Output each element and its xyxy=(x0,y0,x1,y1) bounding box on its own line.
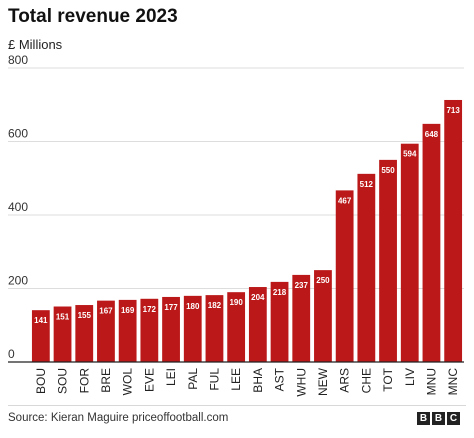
data-label: 550 xyxy=(381,166,395,175)
x-tick-label: MNU xyxy=(424,368,438,395)
data-label: 512 xyxy=(360,180,374,189)
data-label: 155 xyxy=(78,311,92,320)
chart-subtitle: £ Millions xyxy=(8,37,63,52)
x-tick-label: NEW xyxy=(316,367,330,396)
x-tick-label: LEE xyxy=(229,368,243,391)
x-tick-label: AST xyxy=(273,367,287,391)
x-tick-label: BHA xyxy=(251,368,265,393)
bar xyxy=(292,274,311,362)
data-label: 594 xyxy=(403,150,417,159)
logo-letter: B xyxy=(432,412,445,425)
bar xyxy=(270,281,289,362)
x-tick-label: BOU xyxy=(34,368,48,394)
logo-letter: B xyxy=(417,412,430,425)
bar xyxy=(357,173,376,362)
data-label: 467 xyxy=(338,196,352,205)
x-tick-label: LEI xyxy=(164,368,178,386)
x-tick-label: TOT xyxy=(381,367,395,391)
y-tick-label: 0 xyxy=(8,347,15,361)
y-tick-label: 800 xyxy=(8,53,28,67)
data-label: 190 xyxy=(229,298,243,307)
bar xyxy=(400,143,419,362)
x-tick-label: BRE xyxy=(99,368,113,393)
bar xyxy=(379,159,397,362)
x-tick-label: LIV xyxy=(403,368,417,386)
logo-letter: C xyxy=(447,412,460,425)
data-label: 151 xyxy=(56,313,70,322)
bar xyxy=(422,123,441,362)
bar xyxy=(205,295,224,362)
x-tick-label: EVE xyxy=(142,368,156,392)
bar xyxy=(227,292,246,362)
bar xyxy=(183,295,202,362)
bar xyxy=(314,270,332,362)
bbc-logo: B B C xyxy=(417,412,460,425)
bar xyxy=(31,310,50,362)
y-tick-label: 400 xyxy=(8,200,28,214)
x-tick-label: WOL xyxy=(121,368,135,396)
bars: 141 151 155 167 169 172 177 180 182 190 204 218 237 2… xyxy=(8,99,464,363)
bar xyxy=(162,296,180,362)
x-tick-label: MNC xyxy=(446,368,460,396)
data-label: 169 xyxy=(121,306,135,315)
data-label: 177 xyxy=(164,303,178,312)
data-label: 141 xyxy=(34,316,48,325)
bar xyxy=(53,306,72,362)
data-label: 172 xyxy=(143,305,157,314)
data-label: 713 xyxy=(446,106,460,115)
x-tick-label: FUL xyxy=(207,368,221,391)
data-label: 204 xyxy=(251,293,265,302)
data-label: 648 xyxy=(425,130,439,139)
bar xyxy=(140,298,159,362)
bar xyxy=(75,305,94,362)
bar xyxy=(444,99,463,362)
data-label: 180 xyxy=(186,302,200,311)
bar xyxy=(248,287,267,362)
x-tick-labels: BOU SOU FOR BRE WOL EVE LEI PAL FUL LEE BHA AST WHU N… xyxy=(34,367,460,396)
y-tick-label: 600 xyxy=(8,127,28,141)
x-tick-label: PAL xyxy=(186,368,200,390)
source-note: Source: Kieran Maguire priceoffootball.c… xyxy=(8,412,229,424)
x-tick-label: CHE xyxy=(359,368,373,393)
x-tick-label: WHU xyxy=(294,368,308,397)
bar xyxy=(97,300,115,362)
data-label: 237 xyxy=(295,281,309,290)
footer-divider xyxy=(8,405,466,406)
bar xyxy=(118,299,137,362)
data-label: 218 xyxy=(273,288,287,297)
chart-title: Total revenue 2023 xyxy=(8,6,178,27)
data-label: 182 xyxy=(208,301,222,310)
data-label: 167 xyxy=(99,307,113,316)
bar xyxy=(335,190,354,362)
x-tick-label: ARS xyxy=(338,368,352,393)
x-tick-label: FOR xyxy=(77,368,91,394)
data-label: 250 xyxy=(316,276,330,285)
x-tick-label: SOU xyxy=(56,368,70,394)
bar-chart: 0 200 400 600 800 141 151 155 167 169 172 177 180 18… xyxy=(8,53,464,397)
y-tick-label: 200 xyxy=(8,274,28,288)
